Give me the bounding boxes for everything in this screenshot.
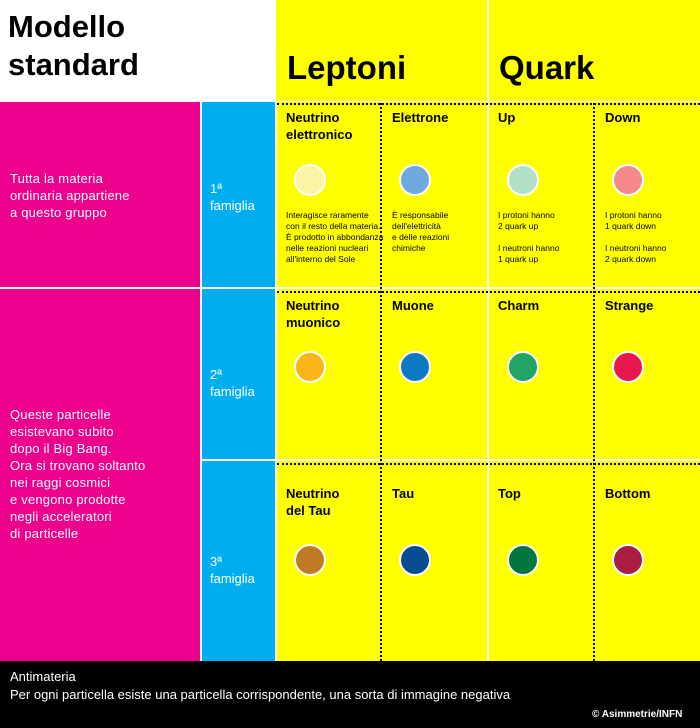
credit-text: © Asimmetrie/INFN [592, 709, 683, 720]
particle-dot [612, 164, 644, 196]
particle-description: I protoni hanno 1 quark down I neutroni … [605, 210, 667, 264]
particle-dot [507, 351, 539, 383]
footer-text: Per ogni particella esiste una particell… [10, 687, 511, 702]
dotted-divider [277, 103, 700, 105]
particle-dot [399, 544, 431, 576]
particle-dot [507, 544, 539, 576]
row-separator [0, 287, 700, 289]
antimatter-footer [0, 661, 700, 728]
particle-name: Neutrino del Tau [286, 486, 340, 518]
particle-name: Bottom [605, 486, 651, 501]
particle-description: È responsabile dell'elettricità e delle … [392, 210, 450, 253]
footer-title: Antimateria [10, 669, 76, 684]
particle-dot [399, 351, 431, 383]
families-column [201, 101, 276, 661]
particle-name: Strange [605, 298, 654, 313]
row-separator [201, 459, 700, 461]
particle-name: Tau [392, 486, 415, 501]
row-separator [0, 101, 700, 102]
quarks-heading: Quark [499, 49, 595, 86]
dotted-divider [277, 463, 700, 465]
column-separator [275, 101, 277, 661]
leptons-heading: Leptoni [287, 49, 407, 86]
particle-name: Charm [498, 298, 540, 313]
particle-description: Interagisce raramente con il resto della… [286, 210, 384, 264]
particle-name: Neutrino muonico [286, 298, 341, 330]
group-others-box [0, 289, 201, 661]
particle-name: Top [498, 486, 521, 501]
particle-name: Down [605, 110, 641, 125]
family-2-label: 2ª famiglia [210, 367, 255, 399]
particle-dot [612, 544, 644, 576]
particle-dot [294, 351, 326, 383]
family-3-label: 3ª famiglia [210, 554, 255, 586]
particle-name: Up [498, 110, 516, 125]
particle-dot [294, 164, 326, 196]
dotted-divider [380, 103, 382, 661]
particle-name: Neutrino elettronico [286, 110, 353, 142]
chart-title: Modello standard [8, 9, 139, 82]
particle-name: Elettrone [392, 110, 449, 125]
particle-name: Muone [392, 298, 434, 313]
dotted-divider [593, 103, 595, 661]
particle-dot [507, 164, 539, 196]
dotted-divider [277, 291, 700, 293]
group-ordinary-text: Tutta la materia ordinaria appartiene a … [10, 171, 130, 220]
column-separator [200, 101, 202, 661]
column-separator [487, 101, 489, 661]
particle-dot [612, 351, 644, 383]
particle-dot [294, 544, 326, 576]
group-others-text: Queste particelle esistevano subito dopo… [10, 407, 146, 541]
header-divider [487, 0, 489, 101]
particle-description: I protoni hanno 2 quark up I neutroni ha… [498, 210, 560, 264]
family-1-label: 1ª famiglia [210, 181, 255, 213]
particle-dot [399, 164, 431, 196]
group-ordinary-box [0, 101, 201, 287]
